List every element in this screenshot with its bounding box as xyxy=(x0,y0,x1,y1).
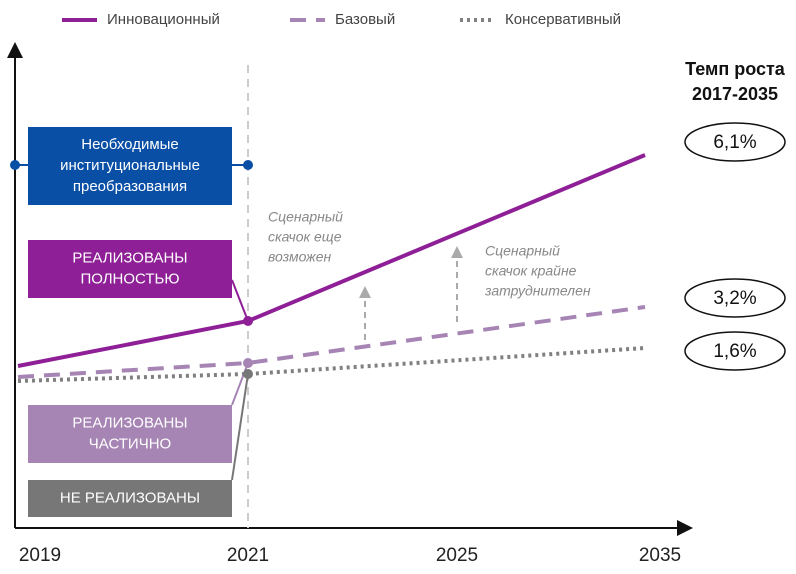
box-label: институциональные xyxy=(60,157,200,174)
box-label: НЕ РЕАЛИЗОВАНЫ xyxy=(60,489,200,506)
scenario-box xyxy=(28,240,232,298)
box-label: РЕАЛИЗОВАНЫ xyxy=(72,249,187,266)
legend-label: Базовый xyxy=(335,11,395,28)
growth-badge xyxy=(684,122,786,162)
dot xyxy=(243,160,253,170)
box-label: Необходимые xyxy=(81,136,179,153)
annotation: Сценарный xyxy=(485,243,560,259)
annotation: скачок еще xyxy=(268,229,342,245)
growth-label: 3,2% xyxy=(713,288,756,309)
growth-badge xyxy=(684,278,786,318)
scenario-box xyxy=(28,480,232,517)
annotation: затруднителен xyxy=(484,283,591,299)
box-label: ПОЛНОСТЬЮ xyxy=(80,270,179,287)
x-tick-label: 2025 xyxy=(436,545,478,566)
dot xyxy=(243,369,253,379)
growth-badge xyxy=(684,331,786,371)
growth-title: Темп роста xyxy=(685,59,786,79)
annotation: скачок крайне xyxy=(485,263,577,279)
dot xyxy=(243,316,253,326)
x-tick-label: 2021 xyxy=(227,545,269,566)
growth-label: 6,1% xyxy=(713,132,756,153)
x-tick-label: 2035 xyxy=(639,545,681,566)
box-label: РЕАЛИЗОВАНЫ xyxy=(72,414,187,431)
box-label: преобразования xyxy=(73,178,187,195)
dot xyxy=(10,160,20,170)
growth-label: 1,6% xyxy=(713,341,756,362)
connector xyxy=(231,373,249,481)
scenario-box xyxy=(28,127,232,205)
annotation: возможен xyxy=(268,249,331,265)
legend-label: Консервативный xyxy=(505,11,621,28)
legend-label: Инновационный xyxy=(107,11,220,28)
connector xyxy=(231,279,249,322)
x-tick-label: 2019 xyxy=(19,545,61,566)
scenario-box xyxy=(28,405,232,463)
annotation: Сценарный xyxy=(268,209,343,225)
box-label: ЧАСТИЧНО xyxy=(89,435,171,452)
dot xyxy=(243,358,253,368)
growth-title: 2017-2035 xyxy=(692,84,778,104)
scenario-line xyxy=(17,305,646,379)
